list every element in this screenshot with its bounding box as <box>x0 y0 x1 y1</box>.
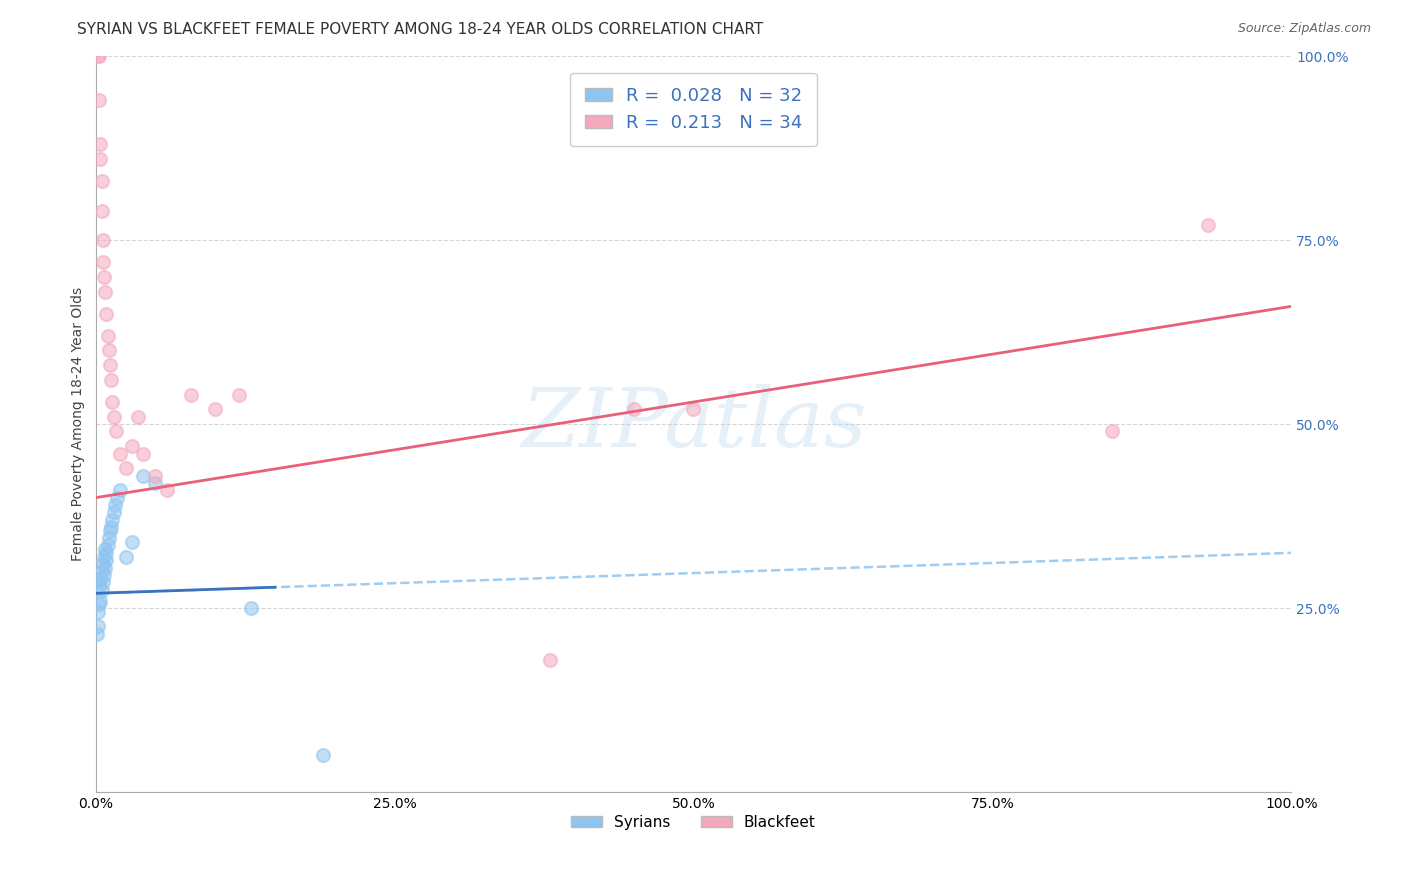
Point <box>127 409 149 424</box>
Point <box>89 579 111 593</box>
Point <box>91 233 114 247</box>
Point <box>94 560 117 574</box>
Point <box>623 402 645 417</box>
Point <box>114 461 136 475</box>
Point <box>97 343 120 358</box>
Point <box>98 358 121 372</box>
Point <box>103 505 125 519</box>
Point <box>312 748 335 763</box>
Point <box>204 402 226 417</box>
Point <box>180 387 202 401</box>
Point <box>97 328 120 343</box>
Point <box>132 468 155 483</box>
Point <box>96 307 118 321</box>
Point <box>93 568 115 582</box>
Point <box>89 152 111 166</box>
Point <box>101 513 124 527</box>
Point <box>132 446 155 460</box>
Point <box>1101 425 1123 439</box>
Point <box>145 475 167 490</box>
Point <box>91 575 114 590</box>
Point <box>538 652 561 666</box>
Point <box>104 498 127 512</box>
Legend: Syrians, Blackfeet: Syrians, Blackfeet <box>565 809 821 836</box>
Point <box>108 446 131 460</box>
Point <box>93 549 115 564</box>
Point <box>89 137 111 152</box>
Point <box>121 534 143 549</box>
Point <box>90 564 112 578</box>
Point <box>93 269 115 284</box>
Point <box>1197 219 1219 233</box>
Point <box>89 93 111 107</box>
Point <box>103 409 125 424</box>
Point <box>101 395 124 409</box>
Point <box>90 203 112 218</box>
Point <box>89 49 111 63</box>
Point <box>86 627 108 641</box>
Point <box>96 553 118 567</box>
Point <box>91 255 114 269</box>
Text: ZIPatlas: ZIPatlas <box>520 384 866 464</box>
Point <box>121 439 143 453</box>
Point <box>108 483 131 498</box>
Point <box>145 468 167 483</box>
Point <box>94 542 117 557</box>
Point <box>89 598 111 612</box>
Text: Source: ZipAtlas.com: Source: ZipAtlas.com <box>1237 22 1371 36</box>
Point <box>240 601 263 615</box>
Point <box>90 582 112 597</box>
Point <box>156 483 179 498</box>
Point <box>91 557 114 571</box>
Point <box>114 549 136 564</box>
Point <box>104 425 127 439</box>
Point <box>98 524 121 538</box>
Point <box>97 531 120 545</box>
Point <box>100 520 122 534</box>
Point <box>97 539 120 553</box>
Point <box>100 373 122 387</box>
Point <box>89 593 111 607</box>
Point <box>87 619 110 633</box>
Point <box>94 285 117 299</box>
Point <box>228 387 250 401</box>
Text: SYRIAN VS BLACKFEET FEMALE POVERTY AMONG 18-24 YEAR OLDS CORRELATION CHART: SYRIAN VS BLACKFEET FEMALE POVERTY AMONG… <box>77 22 763 37</box>
Point <box>90 174 112 188</box>
Point <box>87 605 110 619</box>
Point <box>96 546 118 560</box>
Point <box>87 49 110 63</box>
Point <box>89 572 111 586</box>
Point <box>682 402 704 417</box>
Y-axis label: Female Poverty Among 18-24 Year Olds: Female Poverty Among 18-24 Year Olds <box>72 287 86 561</box>
Point <box>105 491 128 505</box>
